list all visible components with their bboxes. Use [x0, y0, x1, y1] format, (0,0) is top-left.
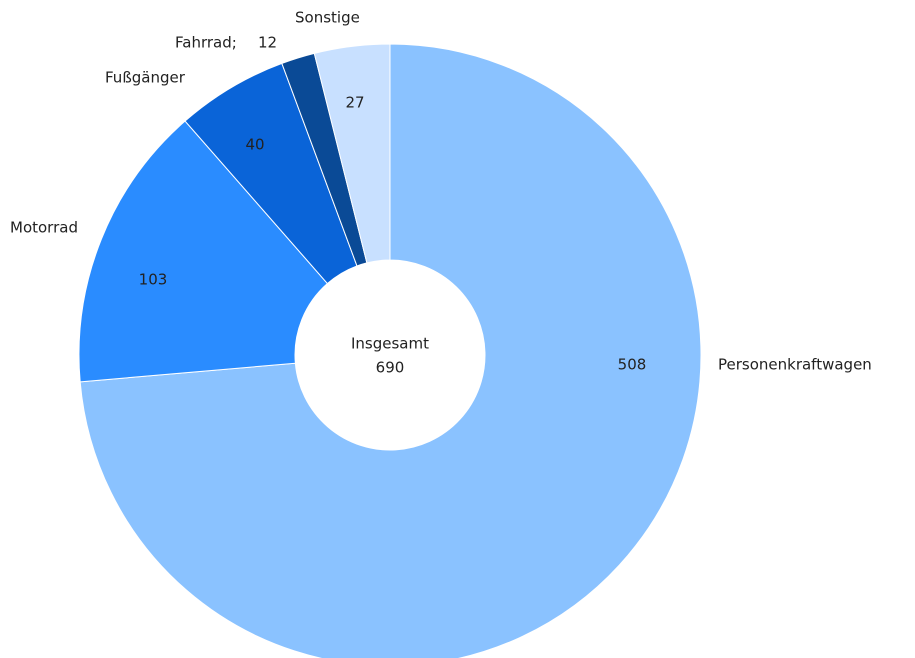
- value-label: 27: [345, 94, 364, 112]
- value-label: 12: [258, 34, 277, 52]
- slice-label: Motorrad: [10, 219, 78, 237]
- value-label: 103: [139, 271, 168, 289]
- value-label: 40: [245, 136, 264, 154]
- slice: [78, 120, 329, 383]
- slice-label: Personenkraftwagen: [718, 356, 872, 374]
- slice: [313, 43, 391, 264]
- slice-label: Fahrrad;: [175, 34, 237, 52]
- center-total: 690: [376, 359, 405, 377]
- slice-label: Fußgänger: [105, 69, 186, 87]
- slice: [79, 43, 702, 658]
- center-label: Insgesamt: [351, 335, 429, 353]
- value-label: 508: [618, 356, 647, 374]
- slice-label: Sonstige: [295, 9, 360, 27]
